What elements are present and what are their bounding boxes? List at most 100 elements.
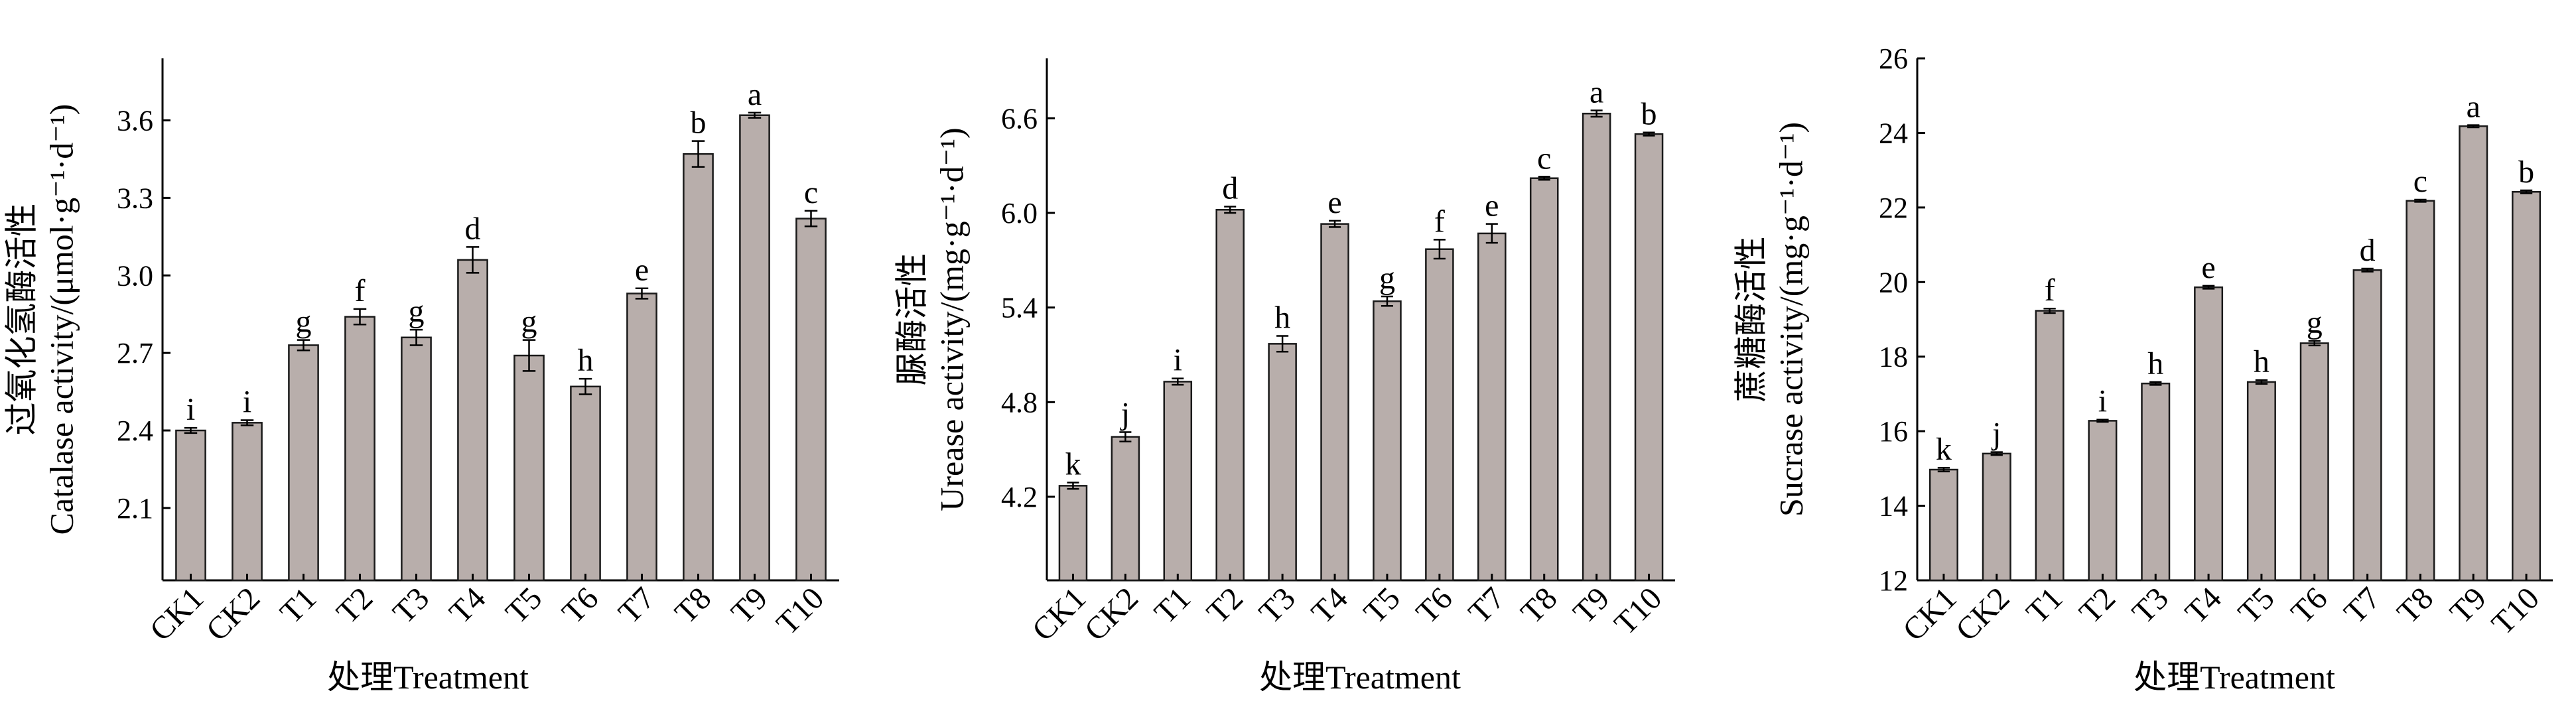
y-tick-label: 6.6 <box>1001 102 1038 135</box>
x-tick-label: T1 <box>273 580 323 630</box>
x-tick-label: T5 <box>499 580 549 630</box>
bar <box>739 114 770 582</box>
x-tick-label: T9 <box>724 580 774 630</box>
bar <box>513 354 545 582</box>
y-axis-title-en: Urease activity/(mg·g⁻¹·d⁻¹) <box>933 127 970 511</box>
bar <box>1215 209 1245 582</box>
urease-chart: 4.2 4.8 5.4 6.0 6.6 k CK1 j CK2 i T1 d T2 h T3 e T4 g T5 f T… <box>893 58 1675 696</box>
significance-letter: a <box>1590 74 1603 109</box>
bar <box>344 316 375 582</box>
x-tick-label: T8 <box>1514 580 1564 630</box>
significance-letter: k <box>1065 447 1081 482</box>
y-tick-label: 4.8 <box>1001 386 1038 419</box>
y-tick-label: 5.4 <box>1001 292 1038 324</box>
significance-letter: k <box>1936 432 1952 467</box>
y-tick-label: 18 <box>1879 341 1908 373</box>
significance-letter: d <box>1222 170 1238 206</box>
x-tick-label: CK2 <box>200 580 267 648</box>
y-tick-label: 16 <box>1879 415 1908 448</box>
y-tick-label: 2.7 <box>117 337 153 369</box>
significance-letter: b <box>1641 97 1657 132</box>
x-tick-label: T4 <box>442 580 492 630</box>
y-tick-label: 14 <box>1879 490 1908 523</box>
y-tick-label: 3.6 <box>117 105 153 137</box>
x-tick-label: T8 <box>668 580 718 630</box>
significance-letter: g <box>296 304 312 340</box>
significance-letter: f <box>1434 204 1445 239</box>
x-tick-label: T5 <box>1357 580 1407 630</box>
bar <box>1111 436 1140 582</box>
bar <box>1477 232 1507 582</box>
y-axis-title-cn: 过氧化氢酶活性 <box>3 204 40 436</box>
significance-letter: c <box>1537 141 1551 176</box>
x-tick-label: T5 <box>2232 580 2281 630</box>
bar <box>626 292 657 582</box>
significance-letter: g <box>1379 261 1395 296</box>
bar <box>2299 342 2329 582</box>
y-tick-label: 2.4 <box>117 415 153 447</box>
y-tick-label: 12 <box>1879 564 1908 597</box>
x-tick-label: T2 <box>1200 580 1250 630</box>
x-tick-label: T9 <box>1566 580 1616 630</box>
x-tick-label: CK2 <box>1949 580 2017 648</box>
bar <box>2246 381 2276 582</box>
bar <box>2512 190 2542 582</box>
y-axis-title-cn: 蔗糖酶活性 <box>1732 237 1769 403</box>
x-tick-label: T10 <box>770 580 831 641</box>
y-tick-label: 6.0 <box>1001 197 1038 229</box>
bar <box>2035 310 2065 582</box>
x-tick-label: T4 <box>2179 580 2228 630</box>
significance-letter: g <box>409 294 425 329</box>
bar <box>795 218 827 582</box>
y-tick-label: 3.0 <box>117 259 153 292</box>
significance-letter: b <box>2518 155 2534 190</box>
x-tick-label: T6 <box>555 580 605 630</box>
significance-letter: h <box>1274 300 1290 335</box>
x-tick-label: T2 <box>2072 580 2122 630</box>
x-tick-label: T3 <box>386 580 436 630</box>
y-tick-label: 2.1 <box>117 492 153 525</box>
bar <box>1982 452 2011 582</box>
x-tick-label: CK2 <box>1078 580 1146 648</box>
significance-letter: i <box>2098 384 2107 419</box>
x-axis-title: 处理Treatment <box>2134 659 2335 696</box>
y-axis-title-cn: 脲酶活性 <box>893 253 930 386</box>
y-tick-label: 26 <box>1879 42 1908 75</box>
significance-letter: j <box>1120 397 1130 432</box>
bar <box>570 385 601 582</box>
bar <box>1582 112 1611 582</box>
x-axis-title: 处理Treatment <box>327 659 529 696</box>
significance-letter: c <box>804 175 818 210</box>
y-tick-label: 22 <box>1879 192 1908 224</box>
x-tick-label: CK1 <box>1026 580 1093 648</box>
x-tick-label: T10 <box>2485 580 2546 641</box>
y-tick-label: 4.2 <box>1001 481 1038 513</box>
x-tick-label: T4 <box>1305 580 1355 630</box>
bar <box>232 422 263 582</box>
y-tick-label: 20 <box>1879 266 1908 298</box>
bar <box>401 336 432 582</box>
y-axis-title-en: Sucrase activity/(mg·g⁻¹·d⁻¹) <box>1772 122 1809 517</box>
x-tick-label: T3 <box>1253 580 1302 630</box>
x-tick-label: T1 <box>2019 580 2069 630</box>
x-tick-label: T7 <box>612 580 661 630</box>
x-tick-label: T6 <box>2284 580 2334 630</box>
bar <box>1634 133 1664 582</box>
significance-letter: g <box>521 304 537 340</box>
x-tick-label: T7 <box>2337 580 2387 630</box>
bar <box>1058 485 1088 582</box>
y-axis-title-en: Catalase activity/(μmol·g⁻¹·d⁻¹) <box>42 104 80 535</box>
bar <box>1268 343 1297 582</box>
bar <box>2352 269 2382 582</box>
significance-letter: a <box>748 77 762 112</box>
x-axis-title: 处理Treatment <box>1259 659 1461 696</box>
significance-letter: d <box>2360 233 2376 268</box>
x-tick-label: T1 <box>1148 580 1197 630</box>
significance-letter: e <box>2201 250 2215 285</box>
significance-letter: h <box>2254 344 2270 379</box>
x-tick-label: T3 <box>2126 580 2175 630</box>
significance-letter: j <box>1991 417 2001 452</box>
sucrase-chart: 1214161820222426kCK1jCK2fT1iT2hT3eT4hT5g… <box>1732 42 2553 696</box>
significance-letter: h <box>578 343 594 378</box>
